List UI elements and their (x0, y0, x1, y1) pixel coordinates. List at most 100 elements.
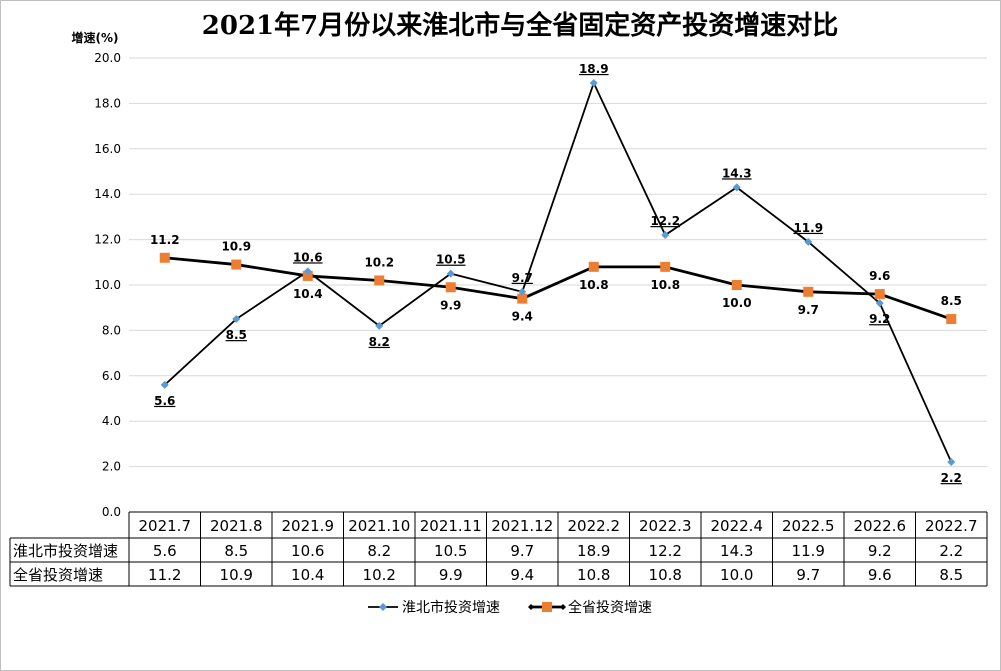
huaibei-point (875, 299, 884, 308)
table-cell: 10.0 (720, 566, 753, 584)
y-tick-label: 2.0 (102, 460, 121, 474)
data-label-province: 11.2 (150, 233, 180, 247)
y-tick-label: 16.0 (94, 142, 121, 156)
data-label-huaibei: 18.9 (579, 62, 609, 76)
data-label-huaibei: 8.2 (369, 335, 390, 349)
data-label-province: 10.9 (221, 240, 251, 254)
table-cell: 9.9 (439, 566, 463, 584)
x-tick-label: 2021.12 (491, 517, 553, 535)
table-cell: 10.6 (291, 542, 324, 560)
huaibei-point (232, 315, 241, 324)
table-cell: 11.2 (148, 566, 181, 584)
data-label-province: 10.4 (293, 287, 323, 301)
x-tick-label: 2021.8 (210, 517, 263, 535)
data-label-province: 9.9 (440, 298, 461, 312)
province-point (517, 293, 528, 304)
table-cell: 9.4 (510, 566, 534, 584)
table-cell: 10.5 (434, 542, 467, 560)
data-label-huaibei: 8.5 (226, 328, 247, 342)
table-cell: 10.8 (649, 566, 682, 584)
y-tick-label: 4.0 (102, 414, 121, 428)
table-cell: 2.2 (939, 542, 963, 560)
legend-label-huaibei: 淮北市投资增速 (402, 599, 500, 616)
x-tick-label: 2022.7 (925, 517, 978, 535)
data-label-province: 8.5 (941, 294, 962, 308)
province-point (731, 280, 742, 290)
legend-end-diamond-right (560, 604, 566, 610)
data-label-province: 10.8 (579, 278, 609, 292)
data-label-province: 10.0 (722, 296, 752, 310)
table-cell: 8.2 (367, 542, 391, 560)
y-tick-label: 20.0 (94, 51, 121, 65)
province-point (803, 286, 814, 297)
province-point (588, 261, 599, 272)
chart-title: 2021年7月份以来淮北市与全省固定资产投资增速对比 (202, 10, 838, 41)
province-point (302, 270, 313, 281)
huaibei-point (375, 321, 384, 330)
huaibei-point (661, 231, 670, 240)
data-table: 2021.7 2021.8 2021.9 2021.10 2021.11 2021.12 2… (9, 511, 988, 587)
x-tick-label: 2022.6 (854, 517, 907, 535)
data-label-province: 9.6 (869, 269, 890, 283)
legend: 淮北市投资增速 全省投资增速 (368, 599, 652, 616)
table-cell: 9.7 (510, 542, 534, 560)
province-point (946, 314, 957, 325)
table-cell: 9.6 (868, 566, 892, 584)
data-label-huaibei: 9.2 (869, 312, 890, 326)
y-tick-label: 0.0 (102, 505, 121, 519)
huaibei-point (446, 269, 455, 278)
province-point (445, 282, 456, 293)
province-point (874, 289, 885, 300)
province-point (660, 261, 671, 272)
y-tick-label: 8.0 (102, 323, 121, 337)
series-line-huaibei (164, 80, 953, 463)
data-label-huaibei: 10.6 (293, 250, 323, 264)
legend-marker-province (542, 602, 552, 612)
table-cell: 8.5 (224, 542, 248, 560)
legend-end-diamond-left (528, 604, 534, 610)
grid (129, 57, 987, 468)
huaibei-point (732, 183, 741, 192)
province-point (159, 252, 170, 263)
table-cell: 14.3 (720, 542, 753, 560)
table-cell: 10.9 (220, 566, 253, 584)
table-cell: 11.9 (792, 542, 825, 560)
series-lines (159, 78, 957, 467)
data-labels: 5.6 8.5 10.6 8.2 10.5 9.7 18.9 12.2 14.3 11.9 9.2 2… (150, 62, 962, 485)
x-tick-label: 2021.11 (420, 517, 482, 535)
table-cell: 5.6 (153, 542, 177, 560)
legend-marker-huaibei (379, 603, 387, 611)
huaibei-point (804, 237, 813, 246)
table-cell: 9.7 (796, 566, 820, 584)
huaibei-point (518, 287, 527, 296)
y-tick-label: 6.0 (102, 369, 121, 383)
data-label-huaibei: 11.9 (793, 221, 823, 235)
huaibei-point (160, 380, 169, 389)
x-tick-label: 2022.3 (639, 517, 692, 535)
y-axis-label: 增速(%) (72, 30, 119, 45)
table-cell: 9.2 (868, 542, 892, 560)
table-cell: 8.5 (939, 566, 963, 584)
data-label-province: 9.4 (512, 310, 533, 324)
x-tick-label: 2021.10 (348, 517, 410, 535)
table-series-name: 淮北市投资增速 (13, 542, 118, 560)
series-line-province (164, 256, 952, 321)
y-tick-label: 14.0 (94, 187, 121, 201)
table-cell: 10.8 (577, 566, 610, 584)
data-label-province: 9.7 (798, 303, 819, 317)
huaibei-point (947, 458, 956, 467)
data-label-huaibei: 12.2 (650, 214, 680, 228)
x-tick-label: 2022.4 (711, 517, 764, 535)
table-cell: 10.2 (363, 566, 396, 584)
x-tick-label: 2021.7 (139, 517, 192, 535)
province-point (374, 275, 385, 286)
x-tick-label: 2021.9 (282, 517, 335, 535)
legend-label-province: 全省投资增速 (568, 599, 652, 616)
data-label-huaibei: 5.6 (154, 394, 175, 408)
table-cell: 18.9 (577, 542, 610, 560)
y-axis-ticks: 0.0 2.0 4.0 6.0 8.0 10.0 12.0 14.0 16.0 18.0 20.0 (94, 51, 121, 519)
data-label-province: 10.2 (364, 255, 394, 269)
table-cell: 12.2 (649, 542, 682, 560)
